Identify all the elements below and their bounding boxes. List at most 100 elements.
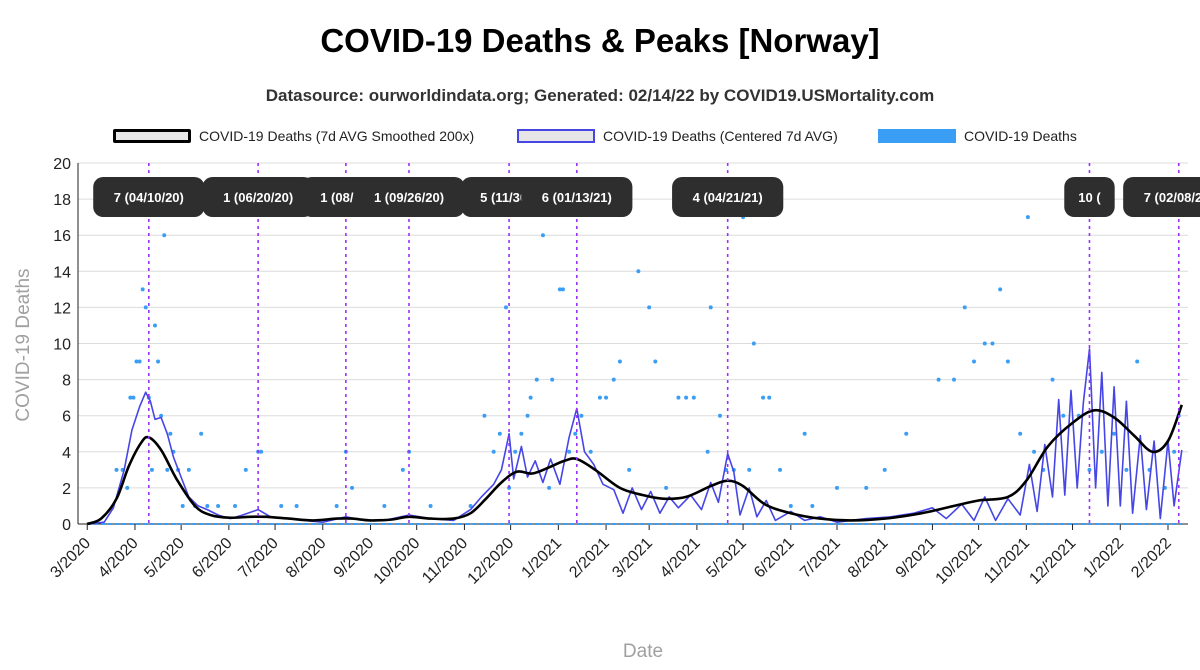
daily-death-point (767, 395, 772, 400)
daily-death-point (972, 359, 977, 364)
daily-death-point (636, 269, 641, 274)
daily-death-point (573, 431, 578, 436)
daily-death-point (864, 485, 869, 490)
daily-death-point (114, 467, 119, 472)
daily-death-point (936, 377, 941, 382)
daily-death-point (708, 305, 713, 310)
daily-death-point (588, 449, 593, 454)
peak-label-text: 6 (01/13/21) (542, 190, 612, 205)
y-tick-label: 6 (62, 409, 71, 426)
x-tick-label: 4/2021 (657, 535, 704, 582)
daily-death-point (168, 431, 173, 436)
legend-item-centered[interactable]: COVID-19 Deaths (Centered 7d AVG) (517, 125, 838, 147)
daily-death-point (653, 359, 658, 364)
daily-death-point (717, 413, 722, 418)
y-tick-label: 18 (53, 192, 71, 209)
daily-death-point (513, 449, 518, 454)
daily-death-point (294, 503, 299, 508)
y-tick-label: 12 (53, 300, 71, 317)
daily-death-point (579, 413, 584, 418)
legend-item-smoothed[interactable]: COVID-19 Deaths (7d AVG Smoothed 200x) (113, 125, 474, 147)
legend-swatch-deaths (878, 129, 956, 143)
daily-death-point (1018, 431, 1023, 436)
legend-label-centered: COVID-19 Deaths (Centered 7d AVG) (603, 128, 838, 144)
y-tick-label: 10 (53, 337, 71, 354)
daily-death-point (131, 395, 136, 400)
centered-avg-series (87, 348, 1183, 525)
x-tick-label: 10/2020 (371, 535, 424, 588)
legend-item-deaths[interactable]: COVID-19 Deaths (878, 125, 1077, 147)
legend-swatch-centered (517, 129, 595, 143)
daily-death-point (525, 413, 530, 418)
x-tick-label: 1/2022 (1080, 535, 1127, 582)
daily-death-point (534, 377, 539, 382)
daily-death-point (468, 503, 473, 508)
daily-death-point (1099, 449, 1104, 454)
daily-death-point (951, 377, 956, 382)
peak-label-box (1123, 177, 1200, 217)
peak-label-box (93, 177, 205, 217)
x-tick-label: 2/2021 (566, 535, 613, 582)
y-tick-label: 4 (62, 445, 71, 462)
daily-death-point (747, 467, 752, 472)
daily-death-point (647, 305, 652, 310)
daily-death-point (491, 449, 496, 454)
daily-death-point (802, 431, 807, 436)
daily-death-point (503, 305, 508, 310)
centered-avg-line (87, 348, 1183, 525)
legend-label-deaths: COVID-19 Deaths (964, 128, 1077, 144)
x-tick-label: 10/2021 (933, 535, 986, 588)
chart-title: COVID-19 Deaths & Peaks [Norway] (320, 22, 880, 59)
x-tick-label: 5/2021 (703, 535, 750, 582)
y-tick-label: 14 (53, 264, 71, 281)
daily-death-point (149, 467, 154, 472)
daily-death-point (428, 503, 433, 508)
daily-death-point (1124, 467, 1129, 472)
daily-death-point (676, 395, 681, 400)
daily-death-point (705, 449, 710, 454)
daily-death-point (810, 503, 815, 508)
daily-death-point (1050, 377, 1055, 382)
daily-death-point (904, 431, 909, 436)
x-axis-title: Date (623, 641, 663, 662)
daily-death-point (528, 395, 533, 400)
x-tick-label: 12/2020 (465, 535, 518, 588)
x-tick-label: 9/2021 (893, 535, 940, 582)
daily-death-point (482, 413, 487, 418)
daily-death-point (962, 305, 967, 310)
peak-label-box (353, 177, 465, 217)
x-tick-label: 3/2020 (47, 535, 94, 582)
daily-death-point (152, 323, 157, 328)
daily-death-point (137, 359, 142, 364)
daily-death-point (1135, 359, 1140, 364)
peak-label-box (521, 177, 633, 217)
daily-death-point (334, 503, 339, 508)
daily-death-point (156, 359, 161, 364)
daily-death-point (882, 467, 887, 472)
peak-label: 1 (06/20/20) (202, 177, 314, 217)
daily-death-point (382, 503, 387, 508)
daily-death-point (165, 467, 170, 472)
daily-death-point (128, 395, 133, 400)
peak-label-text: 1 (09/26/20) (374, 190, 444, 205)
y-axis-title: COVID-19 Deaths (13, 268, 34, 421)
daily-death-point (540, 233, 545, 238)
peak-label: 1 (09/26/20) (353, 177, 465, 217)
x-tick-label: 9/2020 (331, 535, 378, 582)
daily-death-point (1025, 215, 1030, 220)
legend-label-smoothed: COVID-19 Deaths (7d AVG Smoothed 200x) (199, 128, 475, 144)
daily-death-point (998, 287, 1003, 292)
peak-label-text: 4 (04/21/21) (693, 190, 763, 205)
peak-label: 10 ( (1064, 177, 1115, 217)
y-axis-ticks: 0 2 4 6 8 10 12 14 16 18 20 (53, 156, 71, 534)
daily-death-point (243, 467, 248, 472)
peak-label-text: 7 (04/10/20) (114, 190, 184, 205)
daily-death-point (691, 395, 696, 400)
daily-death-point (125, 485, 130, 490)
daily-death-point (761, 395, 766, 400)
daily-death-point (547, 485, 552, 490)
daily-death-point (162, 233, 167, 238)
daily-death-point (550, 377, 555, 382)
daily-death-point (205, 503, 210, 508)
x-axis-ticks: 3/2020 4/2020 5/2020 6/2020 7/2020 8/2020 9/20… (47, 524, 1175, 588)
